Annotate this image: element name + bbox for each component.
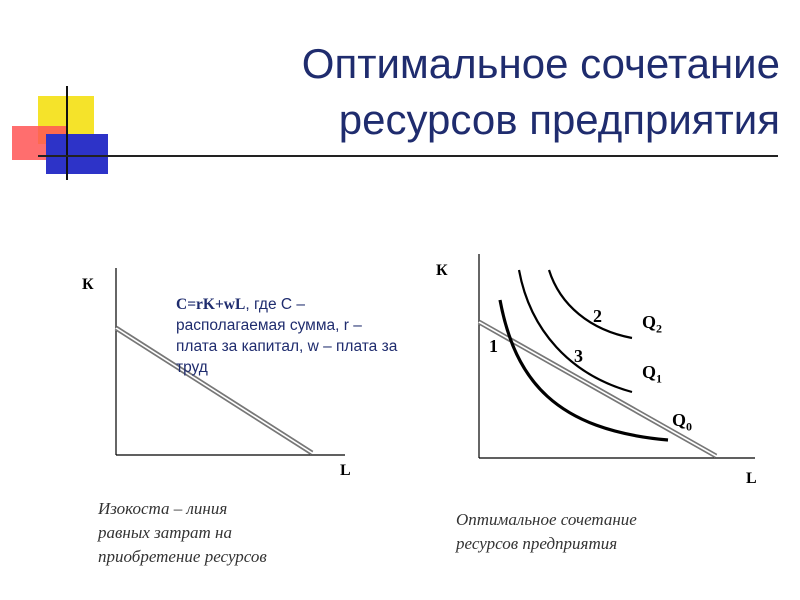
formula-equation: C=rK+wL bbox=[176, 296, 246, 313]
title-line-1: Оптимальное сочетание bbox=[301, 40, 780, 87]
budget-line-core bbox=[478, 321, 717, 457]
isoquant-q2 bbox=[547, 269, 633, 340]
point-label-2: 2 bbox=[593, 306, 602, 326]
left-caption-line-1: Изокоста – линия bbox=[98, 499, 228, 518]
isocost-formula: C=rK+wL, где С – располагаемая сумма, r … bbox=[176, 294, 406, 378]
left-caption: Изокоста – линия равных затрат на приобр… bbox=[98, 497, 267, 569]
right-caption-line-2: ресурсов предприятия bbox=[456, 534, 618, 553]
curve-label-q2-sub: 2 bbox=[656, 321, 663, 336]
isoquant-q1 bbox=[517, 269, 633, 394]
curve-label-q1-sub: 1 bbox=[656, 371, 663, 386]
right-caption: Оптимальное сочетание ресурсов предприят… bbox=[456, 508, 637, 556]
left-caption-line-3: приобретение ресурсов bbox=[98, 547, 267, 566]
curve-label-q2-name: Q bbox=[642, 312, 657, 332]
formula-description: , где С – располагаемая сумма, r – плата… bbox=[176, 296, 398, 376]
isocost-line-core bbox=[115, 327, 313, 454]
right-caption-line-1: Оптимальное сочетание bbox=[456, 510, 637, 529]
page-title: Оптимальное сочетание ресурсов предприят… bbox=[180, 36, 780, 148]
curve-label-q1: Q1 bbox=[642, 362, 662, 387]
curve-label-q2: Q2 bbox=[642, 312, 662, 337]
point-label-3: 3 bbox=[574, 346, 583, 366]
left-caption-line-2: равных затрат на bbox=[98, 523, 232, 542]
point-label-1: 1 bbox=[489, 336, 498, 356]
title-line-2: ресурсов предприятия bbox=[338, 96, 780, 143]
right-x-label: L bbox=[746, 470, 757, 487]
right-y-label: К bbox=[436, 262, 448, 279]
decor-horizontal-line bbox=[38, 155, 778, 157]
curve-label-q0-sub: 0 bbox=[686, 419, 693, 434]
curve-label-q0-name: Q bbox=[672, 410, 687, 430]
curve-label-q0: Q0 bbox=[672, 410, 692, 435]
isoquant-q0 bbox=[498, 299, 669, 442]
left-x-label: L bbox=[340, 462, 351, 479]
curve-label-q1-name: Q bbox=[642, 362, 657, 382]
decor-blue-square bbox=[46, 134, 108, 174]
decor-vertical-line bbox=[66, 86, 68, 180]
left-y-label: К bbox=[82, 276, 94, 293]
